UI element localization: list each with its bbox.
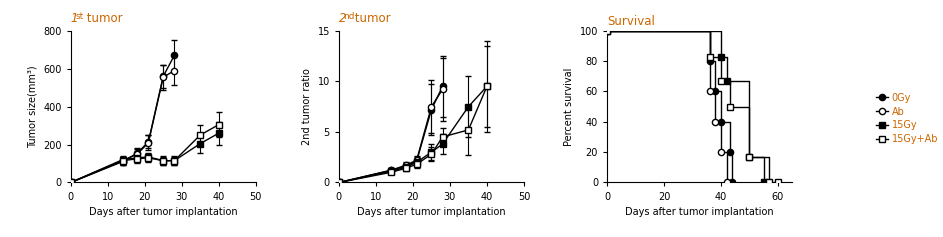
Text: st: st — [75, 12, 84, 21]
X-axis label: Days after tumor implantation: Days after tumor implantation — [89, 207, 238, 217]
Text: 2: 2 — [339, 12, 346, 25]
Text: nd: nd — [343, 12, 356, 21]
Legend: 0Gy, Ab, 15Gy, 15Gy+Ab: 0Gy, Ab, 15Gy, 15Gy+Ab — [876, 93, 938, 144]
X-axis label: Days after tumor implantation: Days after tumor implantation — [625, 207, 774, 217]
Text: Survival: Survival — [607, 15, 655, 28]
Y-axis label: 2nd tumor ratio: 2nd tumor ratio — [302, 68, 312, 145]
Y-axis label: Percent survival: Percent survival — [564, 68, 574, 146]
X-axis label: Days after tumor implantation: Days after tumor implantation — [357, 207, 505, 217]
Y-axis label: Tumor size(mm³): Tumor size(mm³) — [27, 65, 38, 148]
Text: tumor: tumor — [83, 12, 123, 25]
Text: 1: 1 — [71, 12, 78, 25]
Text: tumor: tumor — [351, 12, 390, 25]
